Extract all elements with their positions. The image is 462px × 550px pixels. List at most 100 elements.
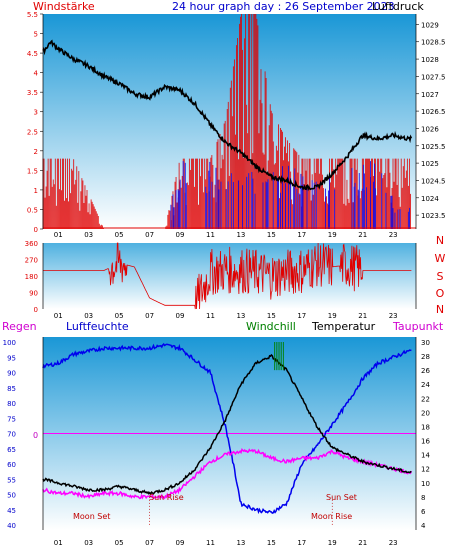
direction-tick-label: 90: [29, 290, 38, 298]
hour-tick-label: 17: [297, 231, 306, 239]
pressure-tick-label: 1026: [421, 125, 439, 133]
pressure-tick-label: 1026.5: [421, 108, 446, 116]
hour-tick-label: 15: [267, 312, 276, 320]
hour-tick-label: 17: [297, 539, 306, 547]
temperature-tick-label: 20: [421, 409, 430, 417]
hour-tick-label: 03: [84, 312, 93, 320]
compass-letter: W: [435, 252, 446, 265]
hour-tick-label: 11: [206, 231, 215, 239]
humidity-line: [42, 342, 412, 515]
hour-tick-label: 13: [236, 231, 245, 239]
hour-tick-label: 19: [328, 539, 337, 547]
humidity-tick-label: 85: [7, 385, 16, 393]
compass-letter: N: [436, 303, 444, 316]
hour-tick-label: 15: [267, 539, 276, 547]
wind-tick-label: 2: [34, 148, 38, 156]
humidity-tick-label: 95: [7, 354, 16, 362]
wind-strength-label: Windstärke: [33, 0, 95, 13]
sun-rise-label: Sun Rise: [149, 493, 184, 502]
moon-rise-label: Moon Rise: [311, 512, 352, 521]
hour-tick-label: 09: [176, 312, 185, 320]
hour-tick-label: 17: [297, 312, 306, 320]
wind-tick-label: 3: [34, 109, 38, 117]
pressure-tick-label: 1023.5: [421, 212, 446, 220]
hour-tick-label: 23: [389, 539, 398, 547]
hour-tick-label: 01: [54, 539, 63, 547]
pressure-tick-label: 1025: [421, 160, 439, 168]
dewpoint-label: Taupunkt: [392, 320, 444, 333]
hour-tick-label: 03: [84, 231, 93, 239]
wind-tick-label: 5.5: [27, 11, 38, 19]
direction-tick-label: 0: [34, 306, 38, 314]
pressure-tick-label: 1028: [421, 56, 439, 64]
hour-tick-label: 13: [236, 312, 245, 320]
temperature-tick-label: 18: [421, 423, 430, 431]
hour-tick-label: 07: [145, 539, 154, 547]
hour-tick-label: 05: [115, 312, 124, 320]
humidity-tick-label: 60: [7, 461, 16, 469]
temperature-tick-label: 30: [421, 339, 430, 347]
hour-tick-label: 21: [358, 231, 367, 239]
direction-tick-label: 360: [25, 240, 38, 248]
rain-zero-label: 0: [33, 431, 38, 440]
wind-tick-label: 4: [34, 70, 39, 78]
hour-tick-label: 21: [358, 539, 367, 547]
temperature-tick-label: 16: [421, 438, 430, 446]
hour-tick-label: 19: [328, 312, 337, 320]
humidity-tick-label: 40: [7, 522, 16, 530]
hour-tick-label: 23: [389, 231, 398, 239]
temperature-tick-label: 12: [421, 466, 430, 474]
hour-tick-label: 01: [54, 231, 63, 239]
wind-tick-label: 5: [34, 31, 38, 39]
humidity-tick-label: 100: [3, 339, 16, 347]
wind-tick-label: 0: [34, 226, 38, 234]
hour-tick-label: 13: [236, 539, 245, 547]
temperature-tick-label: 4: [421, 522, 426, 530]
hour-tick-label: 05: [115, 539, 124, 547]
humidity-tick-label: 55: [7, 476, 16, 484]
direction-tick-label: 270: [25, 257, 38, 265]
direction-line: [43, 242, 412, 310]
wind-tick-label: 1.5: [27, 167, 38, 175]
hour-tick-label: 21: [358, 312, 367, 320]
pressure-tick-label: 1024.5: [421, 177, 446, 185]
humidity-tick-label: 70: [7, 431, 16, 439]
hour-tick-label: 11: [206, 312, 215, 320]
rain-label: Regen: [2, 320, 37, 333]
windchill-label: Windchill: [246, 320, 296, 333]
direction-tick-label: 180: [25, 273, 38, 281]
temperature-tick-label: 10: [421, 480, 430, 488]
temperature-tick-label: 24: [421, 381, 430, 389]
temperature-tick-label: 22: [421, 395, 430, 403]
sun-set-label: Sun Set: [326, 493, 357, 502]
compass-letter: S: [437, 270, 444, 283]
pressure-tick-label: 1029: [421, 21, 439, 29]
hour-tick-label: 23: [389, 312, 398, 320]
hour-tick-label: 07: [145, 231, 154, 239]
humidity-tick-label: 50: [7, 492, 16, 500]
wind-tick-label: 3.5: [27, 89, 38, 97]
compass-letter: N: [436, 234, 444, 247]
humidity-tick-label: 45: [7, 507, 16, 515]
humidity-label: Luftfeuchte: [66, 320, 129, 333]
wind-tick-label: 0.5: [27, 206, 38, 214]
temperature-tick-label: 26: [421, 367, 430, 375]
moon-set-label: Moon Set: [73, 512, 110, 521]
hour-tick-label: 05: [115, 231, 124, 239]
hour-tick-label: 09: [176, 231, 185, 239]
temperature-line: [42, 353, 412, 496]
hour-tick-label: 11: [206, 539, 215, 547]
hour-tick-label: 19: [328, 231, 337, 239]
hour-tick-label: 15: [267, 231, 276, 239]
temperature-tick-label: 6: [421, 508, 426, 516]
hour-tick-label: 03: [84, 539, 93, 547]
humidity-tick-label: 75: [7, 415, 16, 423]
wind-tick-label: 1: [34, 187, 38, 195]
pressure-tick-label: 1027: [421, 91, 439, 99]
compass-letter: O: [436, 287, 445, 300]
temperature-tick-label: 28: [421, 353, 430, 361]
dewpoint-line: [42, 448, 413, 500]
pressure-line: [42, 39, 413, 192]
